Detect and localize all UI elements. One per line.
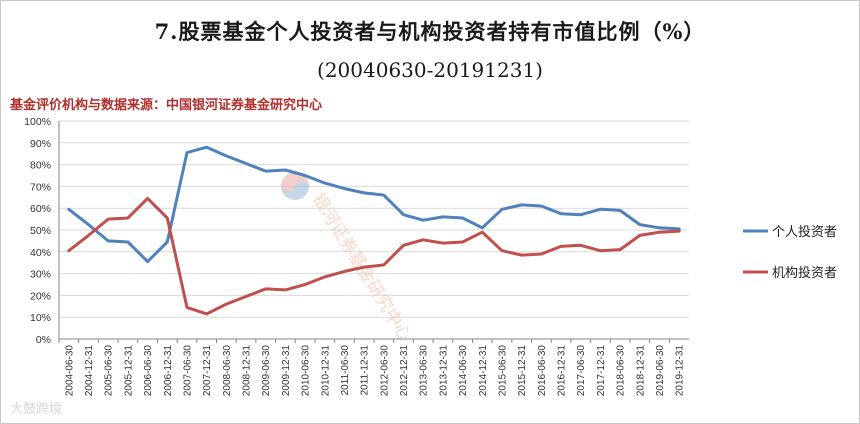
x-tick-label: 2008-12-31 (242, 345, 253, 397)
x-tick-label: 2011-12-31 (360, 345, 371, 396)
x-tick-label: 2016-06-30 (537, 345, 548, 397)
x-tick-label: 2004-06-30 (64, 345, 75, 397)
x-tick-label: 2019-12-31 (675, 345, 686, 397)
y-tick-label: 0% (36, 334, 51, 346)
y-tick-label: 40% (30, 247, 51, 259)
y-tick-label: 50% (30, 225, 51, 237)
data-source-note: 基金评价机构与数据来源：中国银河证券基金研究中心 (10, 98, 323, 113)
y-tick-label: 80% (30, 160, 51, 172)
x-tick-label: 2013-12-31 (438, 345, 449, 397)
y-tick-label: 10% (30, 312, 51, 324)
x-tick-label: 2013-06-30 (419, 345, 430, 397)
chart-subtitle: (20040630-20191231) (317, 58, 543, 82)
x-tick-label: 2019-06-30 (655, 345, 666, 397)
x-tick-label: 2017-12-31 (596, 345, 607, 397)
x-tick-label: 2012-06-30 (379, 345, 390, 397)
x-tick-label: 2004-12-31 (84, 345, 95, 397)
x-tick-label: 2006-12-31 (163, 345, 174, 397)
x-tick-label: 2010-12-31 (320, 345, 331, 397)
chart-title: 7.股票基金个人投资者与机构投资者持有市值比例（%） (154, 19, 706, 44)
watermark: 银河证券基金研究中心 (281, 172, 415, 345)
x-tick-label: 2012-12-31 (399, 345, 410, 397)
x-tick-label: 2006-06-30 (143, 345, 154, 397)
x-tick-label: 2015-12-31 (517, 345, 528, 397)
x-tick-label: 2009-06-30 (261, 345, 272, 397)
x-tick-label: 2008-06-30 (222, 345, 233, 397)
y-tick-label: 100% (24, 116, 51, 128)
x-tick-label: 2016-12-31 (557, 345, 568, 397)
x-tick-label: 2015-06-30 (497, 345, 508, 397)
y-tick-label: 90% (30, 138, 51, 150)
y-tick-label: 30% (30, 269, 51, 281)
x-tick-label: 2005-12-31 (123, 345, 134, 397)
x-tick-label: 2018-06-30 (616, 345, 627, 397)
x-tick-label: 2011-06-30 (340, 345, 351, 396)
series-lines (67, 145, 681, 316)
x-tick-label: 2010-06-30 (301, 345, 312, 397)
x-tick-label: 2007-12-31 (202, 345, 213, 397)
y-tick-label: 20% (30, 290, 51, 302)
legend-label: 个人投资者 (772, 224, 837, 240)
y-tick-label: 70% (30, 181, 51, 193)
y-axis: 100% 90% 80% 70% 60% 50% 40% 30% 20% 10% 0% (24, 116, 60, 346)
x-tick-label: 2009-12-31 (281, 345, 292, 397)
legend-label: 机构投资者 (772, 265, 837, 281)
y-tick-label: 60% (30, 203, 51, 215)
series-line-institution (67, 196, 681, 316)
x-tick-label: 2014-12-31 (478, 345, 489, 397)
x-axis: 2004-06-30 2004-12-31 2005-06-30 2005-12-31… (58, 338, 689, 397)
footer-watermark: 大鼓跨境 (10, 402, 63, 417)
watermark-logo-icon (281, 172, 309, 200)
x-tick-label: 2017-06-30 (576, 345, 587, 397)
x-tick-label: 2007-06-30 (182, 345, 193, 397)
x-tick-label: 2005-06-30 (104, 345, 115, 397)
x-tick-label: 2018-12-31 (635, 345, 646, 397)
x-tick-label: 2014-06-30 (458, 345, 469, 397)
